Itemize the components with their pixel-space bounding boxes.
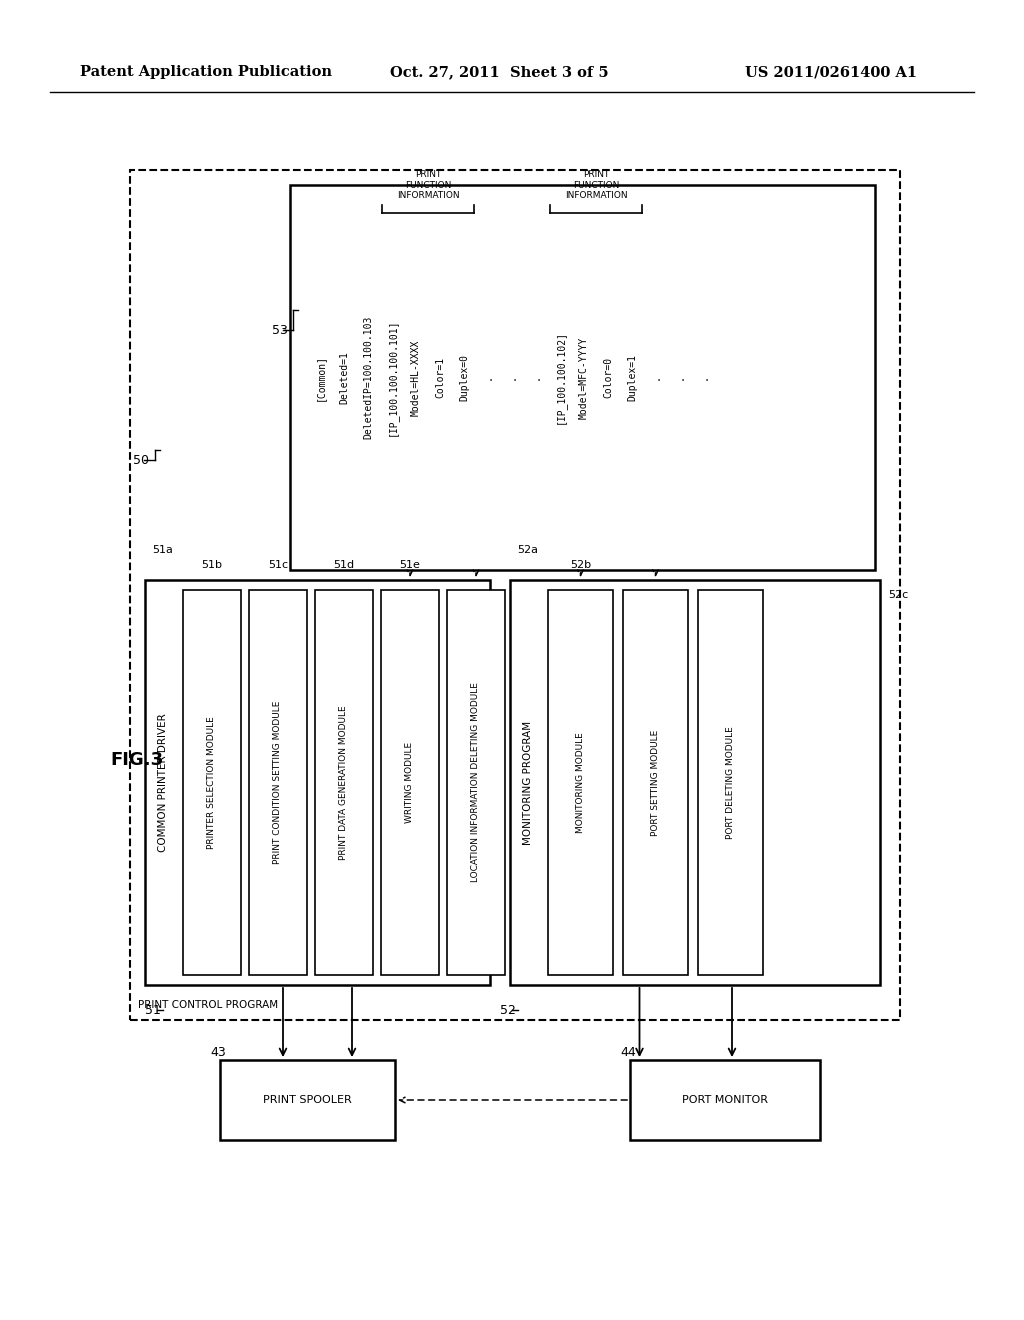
Text: PRINT CONTROL PROGRAM: PRINT CONTROL PROGRAM — [138, 1001, 279, 1010]
Bar — [249, 590, 307, 975]
Text: Model=MFC-YYYY: Model=MFC-YYYY — [579, 337, 589, 418]
Text: [IP_100.100.102]: [IP_100.100.102] — [555, 330, 565, 425]
Text: [IP_100.100.100.101]: [IP_100.100.100.101] — [386, 318, 397, 436]
Bar — [447, 590, 505, 975]
Bar — [623, 590, 688, 975]
Text: .: . — [483, 375, 493, 380]
Text: 52: 52 — [500, 1003, 516, 1016]
Text: Duplex=0: Duplex=0 — [459, 354, 469, 401]
Bar — [290, 185, 874, 570]
Text: COMMON PRINTER DRIVER: COMMON PRINTER DRIVER — [158, 713, 168, 851]
Bar — [698, 590, 763, 975]
Bar — [630, 1060, 820, 1140]
Text: LOCATION INFORMATION DELETING MODULE: LOCATION INFORMATION DELETING MODULE — [471, 682, 480, 883]
Text: 52b: 52b — [570, 560, 591, 570]
Text: .: . — [507, 375, 517, 380]
Text: Model=HL-XXXX: Model=HL-XXXX — [411, 339, 421, 416]
Text: 52a: 52a — [517, 545, 539, 554]
Text: 43: 43 — [210, 1045, 225, 1059]
Bar — [510, 579, 880, 985]
Bar — [315, 590, 373, 975]
Text: 51c: 51c — [268, 560, 288, 570]
Text: 44: 44 — [620, 1045, 636, 1059]
Bar — [220, 1060, 395, 1140]
Text: MONITORING PROGRAM: MONITORING PROGRAM — [523, 721, 534, 845]
Text: 50: 50 — [133, 454, 150, 466]
Text: 52c: 52c — [888, 590, 908, 601]
Text: PRINT SPOOLER: PRINT SPOOLER — [263, 1096, 352, 1105]
Text: FIG.3: FIG.3 — [110, 751, 163, 770]
Text: MONITORING MODULE: MONITORING MODULE — [575, 733, 585, 833]
Text: .: . — [675, 375, 685, 380]
Text: 51a: 51a — [153, 545, 173, 554]
Text: PRINT CONDITION SETTING MODULE: PRINT CONDITION SETTING MODULE — [273, 701, 283, 865]
Text: Color=1: Color=1 — [435, 356, 445, 399]
Text: Deleted=1: Deleted=1 — [339, 351, 349, 404]
Bar — [183, 590, 241, 975]
Bar — [145, 579, 490, 985]
Text: PRINT DATA GENERATION MODULE: PRINT DATA GENERATION MODULE — [340, 705, 348, 859]
Text: PRINT
FUNCTION
INFORMATION: PRINT FUNCTION INFORMATION — [396, 170, 460, 201]
Text: .: . — [531, 375, 541, 380]
Bar — [548, 590, 613, 975]
Bar — [381, 590, 439, 975]
Text: 51: 51 — [145, 1003, 161, 1016]
Text: 53: 53 — [272, 323, 288, 337]
Text: 51b: 51b — [202, 560, 222, 570]
Text: PRINTER SELECTION MODULE: PRINTER SELECTION MODULE — [208, 717, 216, 849]
Text: 51d: 51d — [334, 560, 354, 570]
Text: 51e: 51e — [399, 560, 421, 570]
Text: [Common]: [Common] — [315, 354, 325, 401]
Text: PRINT
FUNCTION
INFORMATION: PRINT FUNCTION INFORMATION — [564, 170, 628, 201]
Text: DeletedIP=100.100.103: DeletedIP=100.100.103 — [362, 315, 373, 440]
Text: PORT SETTING MODULE: PORT SETTING MODULE — [651, 730, 660, 836]
Bar — [130, 170, 900, 1020]
Text: US 2011/0261400 A1: US 2011/0261400 A1 — [745, 65, 918, 79]
Text: PORT DELETING MODULE: PORT DELETING MODULE — [726, 726, 735, 840]
Text: .: . — [651, 375, 662, 380]
Text: WRITING MODULE: WRITING MODULE — [406, 742, 415, 824]
Text: Duplex=1: Duplex=1 — [627, 354, 637, 401]
Text: .: . — [699, 375, 709, 380]
Text: Oct. 27, 2011  Sheet 3 of 5: Oct. 27, 2011 Sheet 3 of 5 — [390, 65, 608, 79]
Text: Patent Application Publication: Patent Application Publication — [80, 65, 332, 79]
Text: Color=0: Color=0 — [603, 356, 613, 399]
Text: PORT MONITOR: PORT MONITOR — [682, 1096, 768, 1105]
